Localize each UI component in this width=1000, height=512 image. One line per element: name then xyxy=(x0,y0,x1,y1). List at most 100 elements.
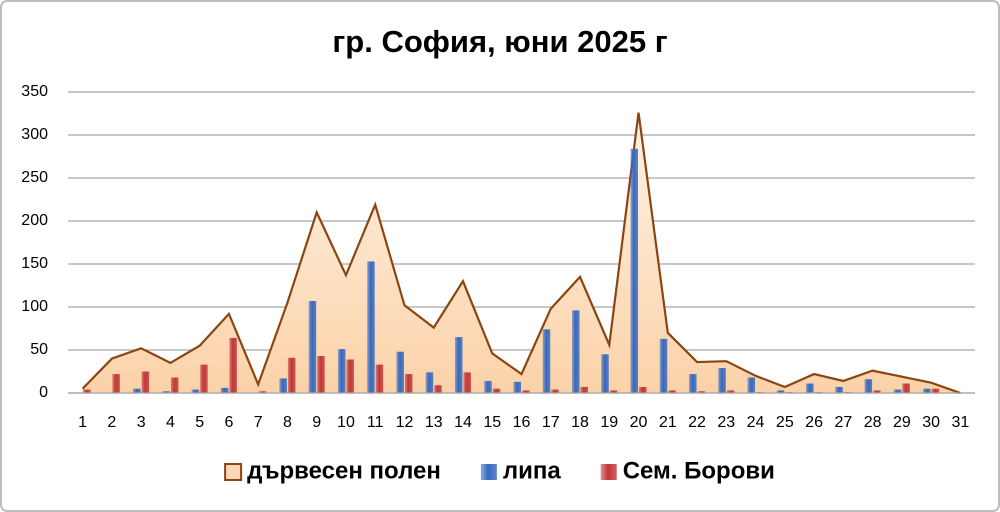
x-tick-label: 27 xyxy=(834,414,852,431)
bar xyxy=(279,378,287,393)
bar xyxy=(346,359,354,393)
bar xyxy=(170,377,179,393)
bar xyxy=(931,388,940,393)
bar xyxy=(425,372,434,393)
x-tick-label: 30 xyxy=(922,414,940,431)
x-tick-label: 11 xyxy=(367,414,384,431)
bar xyxy=(630,148,639,393)
bar xyxy=(396,351,404,393)
bar xyxy=(404,374,413,393)
bar xyxy=(337,349,346,393)
x-tick-label: 26 xyxy=(805,414,823,431)
bar xyxy=(287,357,296,393)
bar xyxy=(689,374,697,393)
y-tick-label: 350 xyxy=(21,83,48,100)
bar xyxy=(893,389,902,393)
x-tick-label: 9 xyxy=(312,414,321,431)
x-tick-label: 15 xyxy=(483,414,501,431)
x-tick-label: 23 xyxy=(717,414,735,431)
bar xyxy=(454,337,463,393)
bar xyxy=(776,390,785,393)
bar xyxy=(522,390,530,393)
bar xyxy=(747,377,756,393)
bar xyxy=(639,386,647,393)
x-tick-label: 10 xyxy=(337,414,355,431)
bar xyxy=(229,337,237,393)
x-tick-label: 25 xyxy=(776,414,794,431)
bar xyxy=(317,356,325,393)
bar xyxy=(659,338,668,393)
bar xyxy=(112,374,120,393)
bar xyxy=(601,354,609,393)
x-tick-label: 17 xyxy=(542,414,560,431)
bar xyxy=(83,389,91,393)
bar xyxy=(258,391,267,393)
x-tick-label: 18 xyxy=(571,414,589,431)
x-tick-label: 19 xyxy=(600,414,618,431)
legend-label: липа xyxy=(503,457,561,484)
area xyxy=(81,112,961,395)
bar xyxy=(200,364,208,393)
bar xyxy=(484,380,492,393)
x-tick-label: 4 xyxy=(166,414,175,431)
x-tick-label: 8 xyxy=(283,414,292,431)
bar xyxy=(609,390,618,393)
y-tick-label: 200 xyxy=(21,212,48,229)
bar xyxy=(718,368,726,393)
bar xyxy=(923,388,931,393)
y-tick-label: 100 xyxy=(21,298,48,315)
legend-label: дървесен полен xyxy=(247,457,441,484)
bar xyxy=(133,388,141,393)
bar xyxy=(580,386,589,393)
bar xyxy=(668,390,676,393)
x-tick-label: 28 xyxy=(864,414,882,431)
x-tick-label: 5 xyxy=(195,414,204,431)
bar xyxy=(572,310,580,393)
bar xyxy=(492,388,501,393)
chart-title: гр. София, юни 2025 г xyxy=(332,24,667,59)
bar xyxy=(308,300,317,393)
x-tick-label: 29 xyxy=(893,414,911,431)
bar xyxy=(375,364,384,393)
y-tick-label: 0 xyxy=(39,384,48,401)
x-tick-label: 16 xyxy=(513,414,531,431)
x-tick-label: 22 xyxy=(688,414,706,431)
bar xyxy=(864,379,873,393)
bar xyxy=(162,391,170,393)
x-tick-label: 2 xyxy=(107,414,116,431)
legend-swatch xyxy=(224,463,243,481)
x-tick-label: 6 xyxy=(224,414,233,431)
bar xyxy=(141,371,150,393)
bar xyxy=(513,381,521,393)
area-fill xyxy=(82,112,961,393)
legend-swatch xyxy=(600,464,617,480)
x-tick-label: 14 xyxy=(454,414,472,431)
bar xyxy=(551,389,559,393)
x-tick-label: 13 xyxy=(425,414,443,431)
legend-swatch xyxy=(480,464,497,480)
bar xyxy=(463,372,471,393)
bar xyxy=(697,391,706,393)
x-tick-label: 20 xyxy=(630,414,648,431)
bar xyxy=(434,385,442,393)
bar xyxy=(902,383,910,393)
x-tick-label: 21 xyxy=(659,414,677,431)
bar xyxy=(726,390,735,393)
x-tick-label: 24 xyxy=(747,414,765,431)
bar xyxy=(806,383,814,393)
bar xyxy=(873,390,881,393)
bar xyxy=(191,389,200,393)
y-tick-label: 250 xyxy=(21,169,48,186)
legend-label: Сем. Борови xyxy=(623,457,775,484)
bar xyxy=(367,261,375,393)
x-tick-label: 31 xyxy=(951,414,969,431)
bar xyxy=(542,329,551,393)
y-tick-label: 150 xyxy=(21,255,48,272)
x-tick-label: 1 xyxy=(78,414,87,431)
x-tick-label: 3 xyxy=(137,414,146,431)
bar xyxy=(220,387,229,393)
x-tick-label: 7 xyxy=(254,414,263,431)
y-tick-label: 300 xyxy=(21,126,48,143)
